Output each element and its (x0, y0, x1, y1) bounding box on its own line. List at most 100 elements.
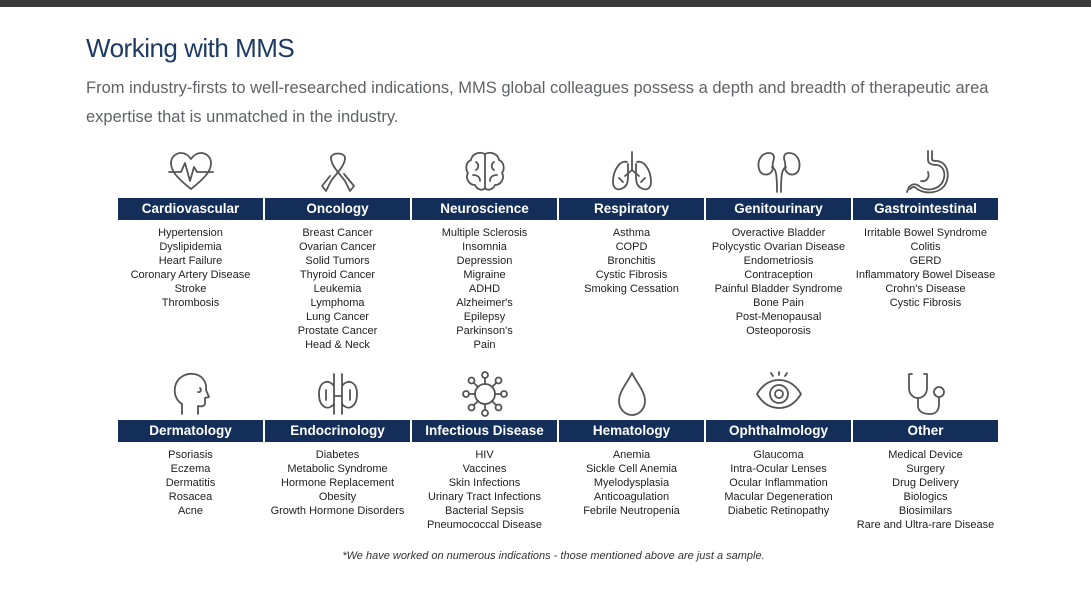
list-item: Endometriosis (743, 255, 814, 267)
indication-list: HIV Vaccines Skin Infections Urinary Tra… (427, 448, 542, 532)
list-item: GERD (909, 255, 942, 267)
indication-list: Breast Cancer Ovarian Cancer Solid Tumor… (298, 226, 377, 352)
brain-icon (412, 146, 557, 198)
area-hematology: Hematology Anemia Sickle Cell Anemia Mye… (559, 368, 704, 532)
list-item: Vaccines (462, 463, 507, 475)
list-item: Dermatitis (165, 477, 216, 489)
area-oncology: Oncology Breast Cancer Ovarian Cancer So… (265, 146, 410, 362)
list-item: Dyslipidemia (159, 241, 222, 253)
areas-row-2: Dermatology Psoriasis Eczema Dermatitis … (118, 368, 998, 532)
list-item: Glaucoma (753, 449, 804, 461)
therapeutic-areas-grid: Cardiovascular Hypertension Dyslipidemia… (118, 146, 998, 531)
list-item: Anemia (612, 449, 651, 461)
indication-list: Anemia Sickle Cell Anemia Myelodysplasia… (583, 448, 680, 518)
list-item: Obesity (318, 491, 357, 503)
indication-list: Psoriasis Eczema Dermatitis Rosacea Acne (166, 448, 216, 518)
list-item: Post-Menopausal (735, 311, 822, 323)
area-title: Respiratory (559, 198, 704, 220)
list-item: Polycystic Ovarian Disease (711, 241, 846, 253)
thyroid-icon (265, 368, 410, 420)
list-item: Diabetes (315, 449, 360, 461)
virus-icon (412, 368, 557, 420)
top-bar (0, 0, 1091, 7)
list-item: Epilepsy (463, 311, 506, 323)
area-title: Infectious Disease (412, 420, 557, 442)
stomach-icon (853, 146, 998, 198)
list-item: Pneumococcal Disease (427, 519, 542, 531)
list-item: Rosacea (168, 491, 213, 503)
list-item: Bacterial Sepsis (445, 505, 524, 517)
indication-list: Overactive Bladder Polycystic Ovarian Di… (712, 226, 845, 338)
indication-list: Medical Device Surgery Drug Delivery Bio… (857, 448, 995, 532)
list-item: Skin Infections (448, 477, 521, 489)
area-title: Gastrointestinal (853, 198, 998, 220)
list-item: Insomnia (462, 241, 507, 253)
intro-text: From industry-firsts to well-researched … (86, 79, 989, 126)
list-item: Osteoporosis (746, 325, 811, 337)
area-title: Genitourinary (706, 198, 851, 220)
list-item: Leukemia (313, 283, 362, 295)
list-item: Thyroid Cancer (299, 269, 376, 281)
area-title: Dermatology (118, 420, 263, 442)
list-item: Solid Tumors (305, 255, 370, 267)
list-item: Ocular Inflammation (729, 477, 828, 489)
list-item: Coronary Artery Disease (130, 269, 251, 281)
areas-row-1: Cardiovascular Hypertension Dyslipidemia… (118, 146, 998, 362)
area-title: Neuroscience (412, 198, 557, 220)
indication-list: Diabetes Metabolic Syndrome Hormone Repl… (271, 448, 405, 518)
list-item: Multiple Sclerosis (441, 227, 528, 239)
list-item: Hypertension (158, 227, 223, 239)
list-item: ADHD (468, 283, 501, 295)
list-item: Parkinson's (456, 325, 513, 337)
list-item: Medical Device (888, 449, 963, 461)
list-item: HIV (475, 449, 494, 461)
head-profile-icon (118, 368, 263, 420)
eye-icon (706, 368, 851, 420)
area-gastrointestinal: Gastrointestinal Irritable Bowel Syndrom… (853, 146, 998, 362)
list-item: Surgery (906, 463, 945, 475)
list-item: Depression (456, 255, 513, 267)
area-respiratory: Respiratory Asthma COPD Bronchitis Cysti… (559, 146, 704, 362)
list-item: Smoking Cessation (584, 283, 679, 295)
list-item: Drug Delivery (892, 477, 959, 489)
list-item: Eczema (170, 463, 211, 475)
list-item: Biosimilars (898, 505, 953, 517)
kidneys-icon (706, 146, 851, 198)
area-infectious-disease: Infectious Disease HIV Vaccines Skin Inf… (412, 368, 557, 532)
list-item: Bronchitis (607, 255, 656, 267)
list-item: Heart Failure (158, 255, 223, 267)
indication-list: Glaucoma Intra-Ocular Lenses Ocular Infl… (724, 448, 832, 518)
list-item: Irritable Bowel Syndrome (864, 227, 987, 239)
area-title: Endocrinology (265, 420, 410, 442)
area-cardiovascular: Cardiovascular Hypertension Dyslipidemia… (118, 146, 263, 362)
list-item: Contraception (744, 269, 813, 281)
list-item: Diabetic Retinopathy (727, 505, 830, 517)
ribbon-icon (265, 146, 410, 198)
area-title: Ophthalmology (706, 420, 851, 442)
indication-list: Hypertension Dyslipidemia Heart Failure … (131, 226, 251, 310)
list-item: Overactive Bladder (731, 227, 826, 239)
list-item: Painful Bladder Syndrome (714, 283, 843, 295)
list-item: Rare and Ultra-rare Disease (856, 519, 995, 531)
list-item: Myelodysplasia (593, 477, 670, 489)
list-item: Bone Pain (753, 297, 804, 309)
list-item: Psoriasis (168, 449, 213, 461)
list-item: COPD (615, 241, 648, 253)
list-item: Prostate Cancer (297, 325, 378, 337)
list-item: Pain (473, 339, 496, 351)
list-item: Thrombosis (161, 297, 220, 309)
indication-list: Multiple Sclerosis Insomnia Depression M… (442, 226, 528, 352)
area-title: Other (853, 420, 998, 442)
list-item: Cystic Fibrosis (889, 297, 962, 309)
lungs-icon (559, 146, 704, 198)
list-item: Head & Neck (305, 339, 370, 351)
list-item: Febrile Neutropenia (583, 505, 680, 517)
area-dermatology: Dermatology Psoriasis Eczema Dermatitis … (118, 368, 263, 532)
list-item: Lymphoma (310, 297, 365, 309)
area-endocrinology: Endocrinology Diabetes Metabolic Syndrom… (265, 368, 410, 532)
list-item: Stroke (174, 283, 207, 295)
stethoscope-icon (853, 368, 998, 420)
list-item: Urinary Tract Infections (427, 491, 542, 503)
list-item: Ovarian Cancer (298, 241, 377, 253)
list-item: Cystic Fibrosis (595, 269, 668, 281)
